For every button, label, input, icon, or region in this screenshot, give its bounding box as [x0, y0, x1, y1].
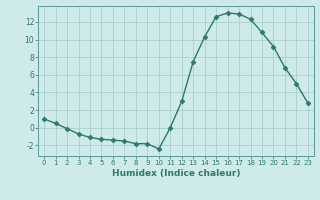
X-axis label: Humidex (Indice chaleur): Humidex (Indice chaleur): [112, 169, 240, 178]
